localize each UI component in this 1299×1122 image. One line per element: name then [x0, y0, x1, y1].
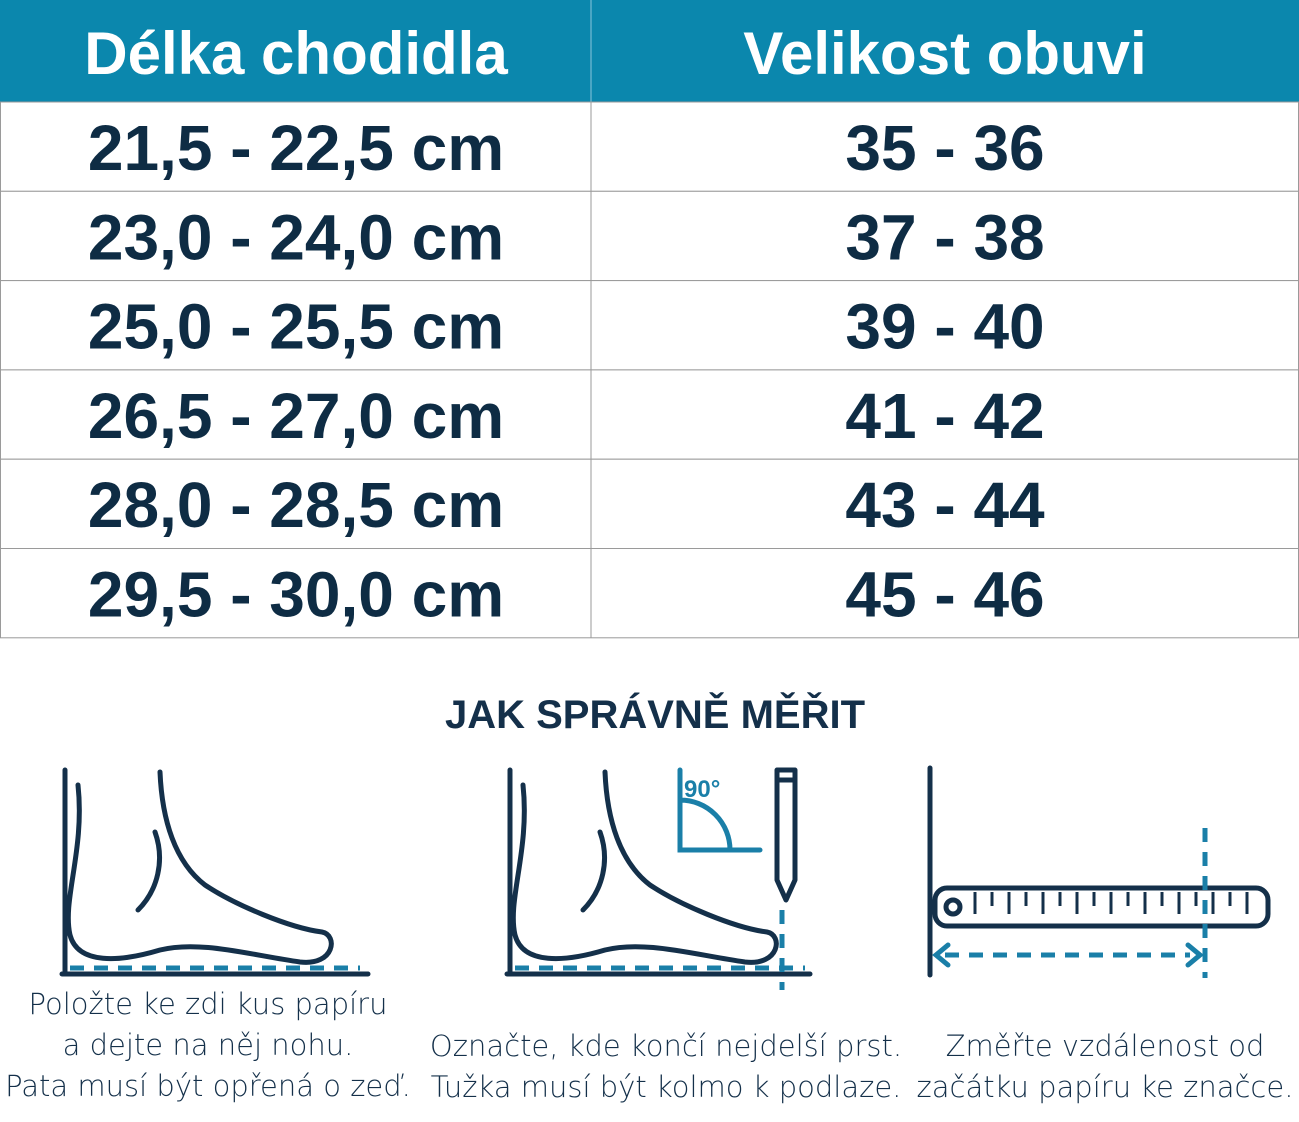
size-cell: 45 - 46	[845, 559, 1044, 631]
size-cell: 35 - 36	[845, 112, 1044, 184]
ruler-icon	[927, 765, 1271, 978]
size-cell: 21,5 - 22,5 cm	[88, 112, 504, 184]
caption-line: začátku papíru ke značce.	[917, 1070, 1294, 1104]
angle-label: 90°	[684, 776, 720, 803]
table-row	[0, 280, 1299, 371]
section-title: JAK SPRÁVNĚ MĚŘIT	[445, 691, 865, 737]
size-cell: 25,0 - 25,5 cm	[88, 291, 504, 363]
foot-icon	[59, 767, 371, 977]
caption-line: Změřte vzdálenost od	[946, 1029, 1265, 1063]
caption-line: Označte, kde končí nejdelší prst.	[430, 1029, 902, 1063]
size-cell: 39 - 40	[845, 291, 1044, 363]
header-cell: Délka chodidla	[84, 20, 508, 87]
captions: Položte ke zdi kus papíru a dejte na něj …	[5, 987, 1293, 1104]
table-row	[0, 101, 1299, 192]
caption-line: Tužka musí být kolmo k podlaze.	[431, 1070, 902, 1104]
caption-line: Položte ke zdi kus papíru	[29, 987, 388, 1021]
size-cell: 26,5 - 27,0 cm	[88, 380, 504, 452]
mark-icon: 90°	[504, 767, 813, 990]
size-cell: 41 - 42	[845, 380, 1044, 452]
size-cell: 37 - 38	[845, 201, 1044, 273]
size-cell: 28,0 - 28,5 cm	[88, 469, 504, 541]
caption-line: Pata musí být opřená o zeď.	[5, 1069, 411, 1103]
table-body: 21,5 - 22,5 cm 35 - 36 23,0 - 24,0 cm 37 - …	[0, 101, 1299, 639]
table-row	[0, 548, 1299, 639]
size-cell: 23,0 - 24,0 cm	[88, 201, 504, 273]
table-row	[0, 190, 1299, 282]
size-cell: 43 - 44	[845, 469, 1045, 541]
table-header-bg	[0, 0, 1299, 102]
table-row	[0, 369, 1299, 460]
size-cell: 29,5 - 30,0 cm	[88, 559, 504, 631]
caption-line: a dejte na něj nohu.	[63, 1028, 354, 1062]
header-cell: Velikost obuvi	[743, 20, 1146, 87]
